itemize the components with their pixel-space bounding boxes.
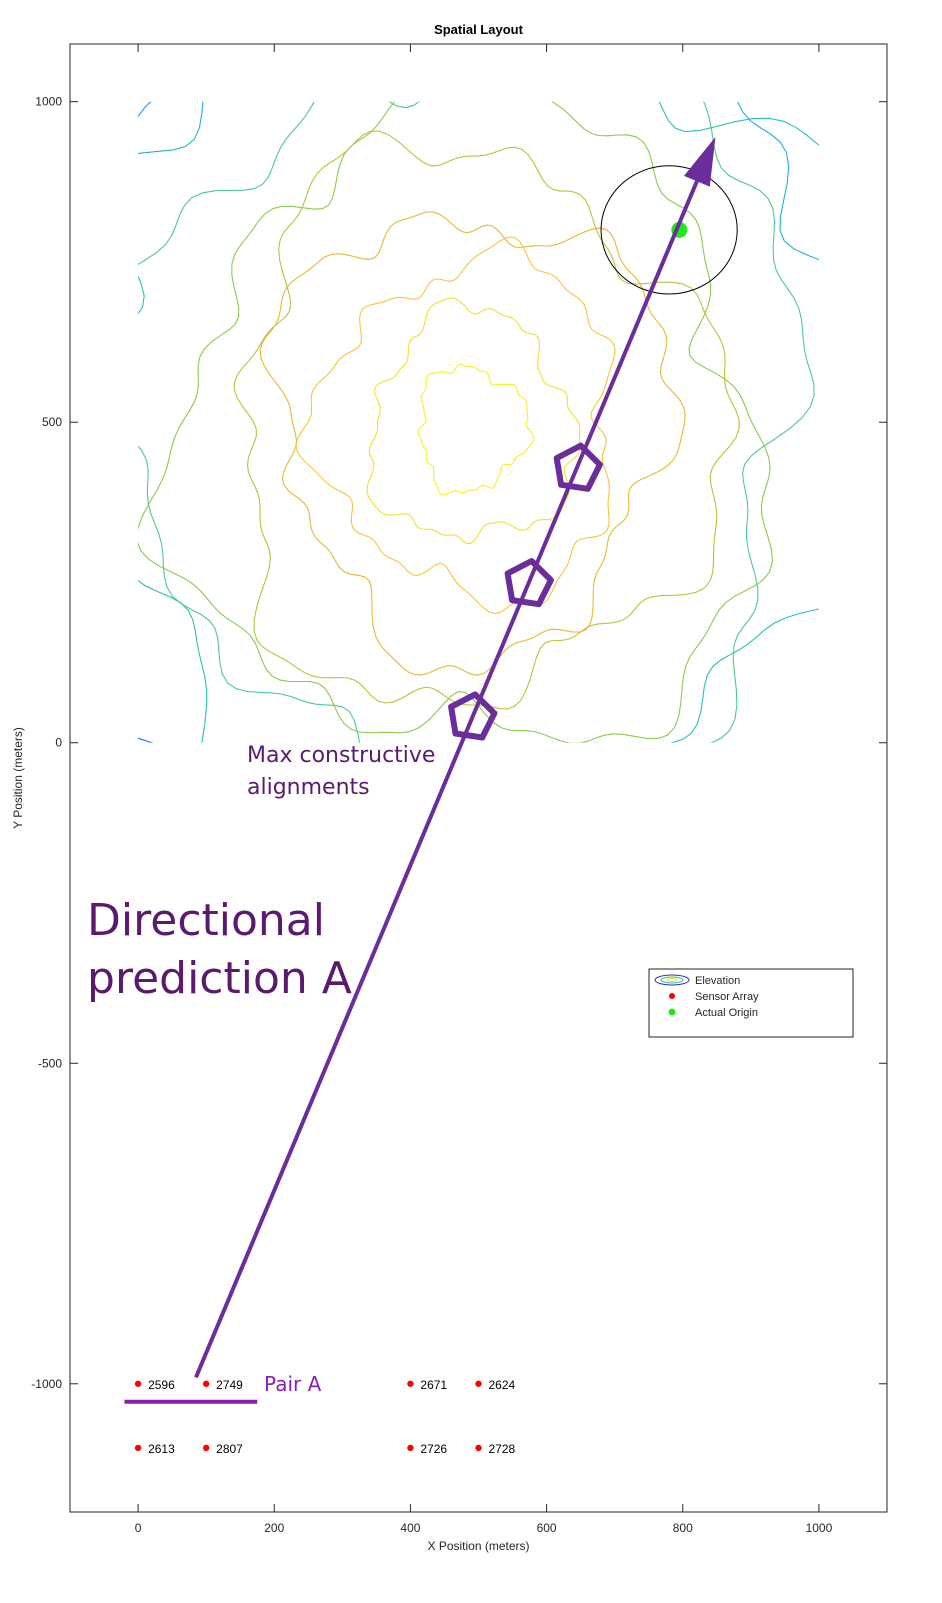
prediction-arrow-shaft xyxy=(194,180,699,1379)
y-tick-label: 500 xyxy=(42,415,62,429)
legend: Elevation Sensor Array Actual Origin xyxy=(648,968,854,1038)
sensor-label: 2807 xyxy=(216,1442,243,1456)
plot-area xyxy=(69,43,888,1513)
contour-level-8 xyxy=(138,101,773,743)
y-tick-label: 0 xyxy=(55,736,62,750)
x-tick-label: 1000 xyxy=(806,1521,833,1535)
legend-elevation-swatch-inner xyxy=(660,976,684,984)
legend-entry-sensor-array: Sensor Array xyxy=(695,991,759,1003)
alignment-pentagon-marker xyxy=(504,558,554,608)
sensor-label: 2749 xyxy=(216,1378,243,1392)
legend-origin-marker xyxy=(668,1008,676,1016)
sensor-point xyxy=(407,1444,414,1452)
sensor-point xyxy=(475,1380,482,1387)
alignment-pentagon-marker xyxy=(448,691,498,741)
contour-level-13 xyxy=(417,363,535,496)
x-tick-label: 400 xyxy=(400,1521,420,1535)
pair-a-label: Pair A xyxy=(264,1372,322,1396)
contour-level-9 xyxy=(233,130,740,710)
x-tick-label: 600 xyxy=(537,1521,557,1535)
x-tick-label: 0 xyxy=(135,1521,142,1535)
sensor-point xyxy=(202,1380,210,1387)
legend-sensor-marker xyxy=(669,993,675,999)
x-tick-label: 200 xyxy=(264,1521,284,1535)
sensor-label: 2624 xyxy=(489,1378,516,1392)
sensor-point xyxy=(134,1380,142,1387)
chart-title: Spatial Layout xyxy=(434,22,524,37)
contour-level-10 xyxy=(259,211,686,676)
legend-elevation-swatch xyxy=(654,974,690,986)
sensor-label: 2728 xyxy=(489,1442,516,1456)
origin-uncertainty-circle xyxy=(600,165,738,295)
sensor-point xyxy=(407,1380,414,1387)
directional-prediction-label: Directional xyxy=(87,895,325,946)
y-tick-label: -1000 xyxy=(31,1377,62,1391)
legend-entry-actual-origin: Actual Origin xyxy=(695,1007,758,1019)
contour-level-12 xyxy=(366,297,581,545)
sensor-label: 2671 xyxy=(420,1378,447,1392)
x-axis-label: X Position (meters) xyxy=(427,1539,529,1553)
annotations: Pair A Max constructive alignments Directio… xyxy=(87,136,716,1404)
alignment-pentagon-marker xyxy=(553,442,603,492)
y-axis-label: Y Position (meters) xyxy=(11,727,25,829)
legend-elevation-swatch-core xyxy=(666,978,678,982)
elevation-contours xyxy=(138,101,819,743)
contour-level-11 xyxy=(295,236,616,615)
axis-ticks: 0 200 400 600 800 1000 -1000 -500 0 500 1000 xyxy=(31,44,887,1535)
max-constructive-label: alignments xyxy=(247,775,370,800)
sensor-label: 2726 xyxy=(420,1442,447,1456)
x-tick-label: 800 xyxy=(673,1521,693,1535)
prediction-arrow-head xyxy=(683,136,716,187)
max-constructive-label: Max constructive xyxy=(247,743,435,768)
sensor-point xyxy=(202,1444,210,1452)
legend-box xyxy=(648,968,854,1038)
y-tick-label: -500 xyxy=(38,1056,62,1070)
data-marks: 2596 2749 2671 2624 2613 2807 2726 2728 xyxy=(134,165,738,1456)
sensor-label: 2596 xyxy=(148,1378,175,1392)
y-tick-label: 1000 xyxy=(35,95,62,109)
directional-prediction-label: prediction A xyxy=(87,953,352,1004)
sensor-point xyxy=(475,1444,482,1452)
legend-entry-elevation: Elevation xyxy=(695,975,740,987)
sensor-label: 2613 xyxy=(148,1442,175,1456)
sensor-point xyxy=(134,1444,142,1452)
